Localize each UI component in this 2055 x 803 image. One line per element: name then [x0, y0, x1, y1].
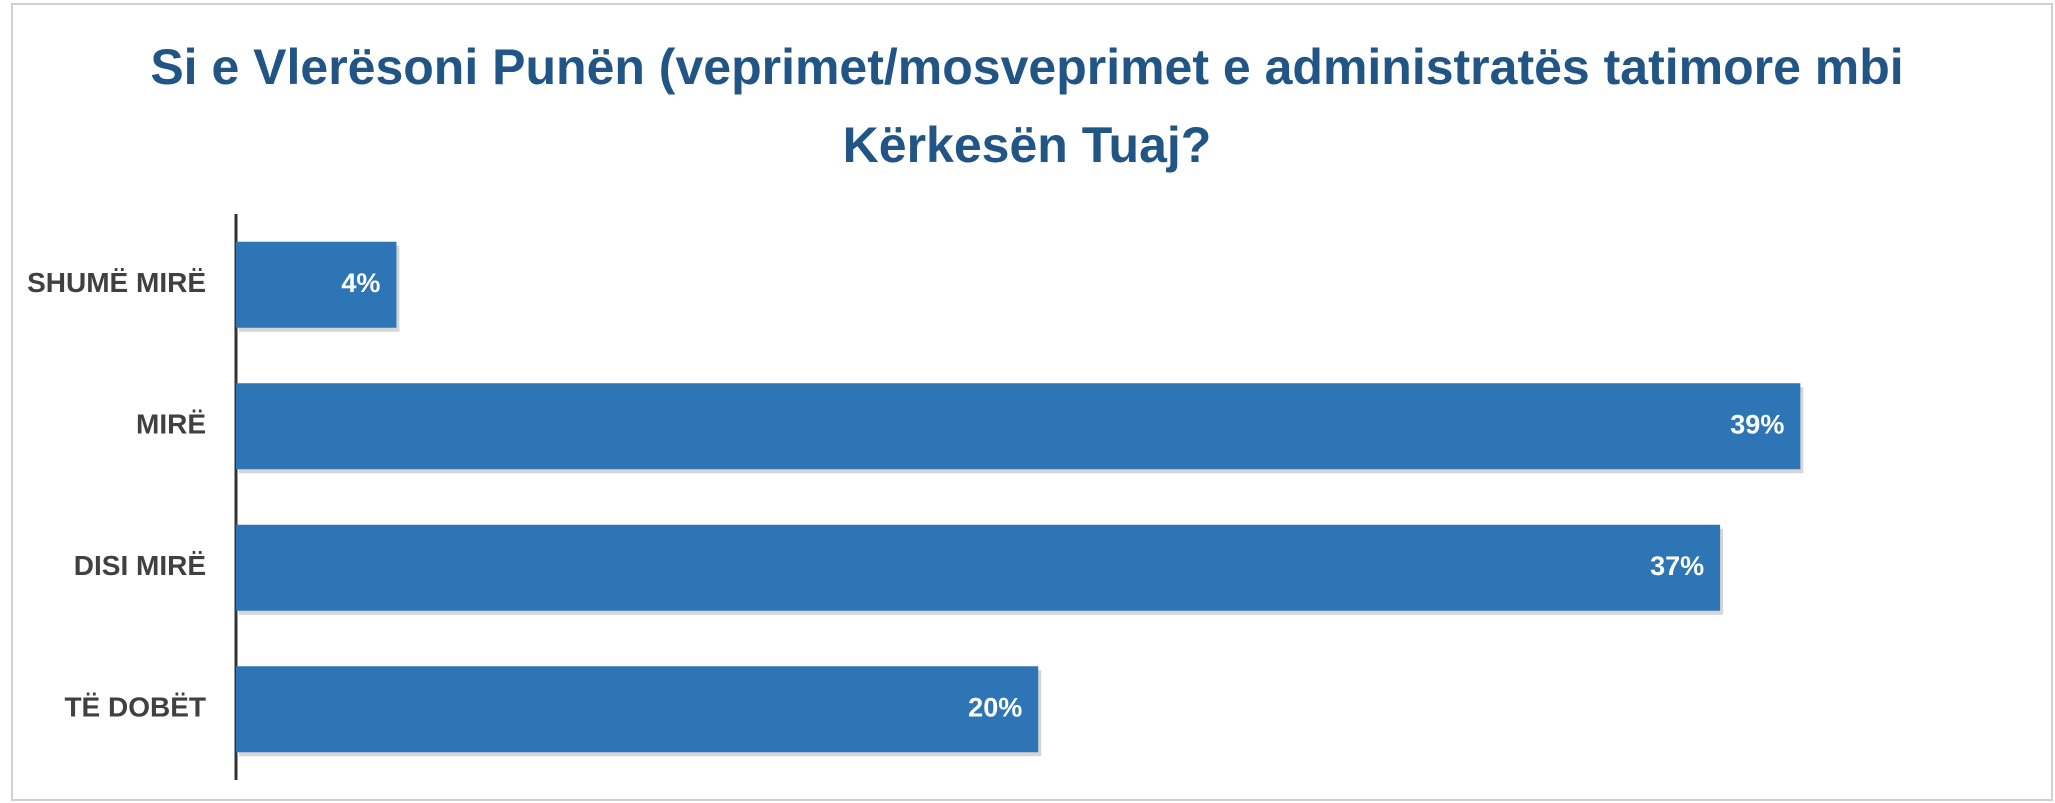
value-label: 37%	[1650, 551, 1704, 581]
value-label: 39%	[1730, 409, 1784, 439]
chart-title: Si e Vlerësoni Punën (veprimet/mosveprim…	[150, 39, 1904, 173]
frame	[11, 3, 2053, 801]
bar	[236, 241, 397, 328]
y-tick-label: SHUMË MIRË	[27, 267, 206, 298]
bar	[236, 383, 1801, 470]
value-label: 4%	[341, 268, 380, 298]
value-label: 20%	[968, 692, 1022, 722]
y-tick-label: MIRË	[136, 409, 206, 440]
bar	[236, 524, 1721, 611]
bar	[236, 666, 1039, 753]
y-tick-label: TË DOBËT	[64, 692, 206, 723]
y-tick-label: DISI MIRË	[74, 550, 206, 581]
